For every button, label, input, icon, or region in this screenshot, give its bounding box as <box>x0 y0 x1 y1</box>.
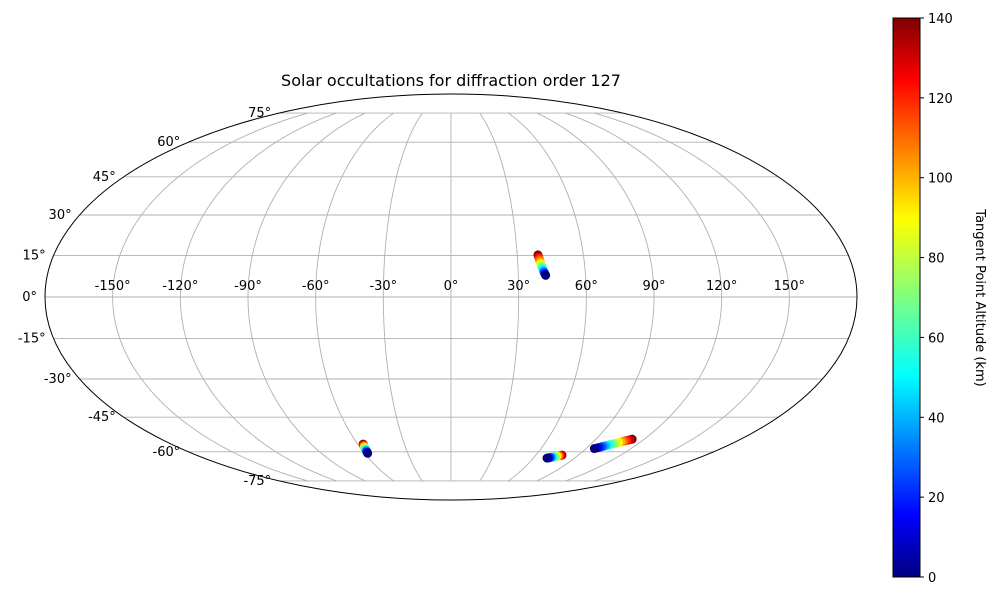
latitude-tick-label: -75° <box>243 474 271 489</box>
longitude-gridline <box>179 112 337 482</box>
latitude-tick-label: 30° <box>49 208 72 223</box>
latitude-tick-labels: 75° 60° 45° 30° 15° 0° -15° -30° -45° -60° -75° <box>18 106 271 489</box>
colorbar-tick-label: 100 <box>928 172 953 187</box>
colorbar-tick-label: 120 <box>928 92 953 107</box>
latitude-tick-label: 15° <box>23 248 46 263</box>
longitude-tick-label: 150° <box>774 279 805 294</box>
occultation-point <box>542 453 552 463</box>
longitude-gridline <box>247 112 366 482</box>
longitude-tick-label: -120° <box>162 279 198 294</box>
occultation-point <box>541 270 551 280</box>
longitude-tick-label: 120° <box>706 279 737 294</box>
longitude-gridline <box>315 112 394 482</box>
longitude-tick-label: 30° <box>507 279 530 294</box>
colorbar-tick-label: 0 <box>928 571 936 586</box>
colorbar-ticks: 0 20 40 60 80 100 120 140 <box>920 12 953 586</box>
colorbar-tick-label: 60 <box>928 331 945 346</box>
longitude-gridline <box>594 112 790 482</box>
longitude-gridline <box>112 112 308 482</box>
longitude-gridline <box>382 112 423 482</box>
colorbar-tick-label: 80 <box>928 252 945 267</box>
longitude-gridline <box>536 112 655 482</box>
longitude-gridline <box>479 112 520 482</box>
longitude-gridline <box>508 112 587 482</box>
colorbar-tick-label: 140 <box>928 12 953 27</box>
longitude-gridline <box>565 112 723 482</box>
longitude-tick-label: 60° <box>575 279 598 294</box>
longitude-tick-label: 90° <box>642 279 665 294</box>
colorbar <box>892 17 921 578</box>
latitude-tick-label: 45° <box>93 170 116 185</box>
colorbar-tick-label: 40 <box>928 411 945 426</box>
latitude-tick-label: -60° <box>153 445 181 460</box>
longitude-tick-labels: -150° -120° -90° -60° -30° 0° 30° 60° 90° 120° 150… <box>95 279 805 294</box>
map-boundary <box>44 93 858 501</box>
occultation-point <box>363 448 373 458</box>
longitude-tick-label: -30° <box>369 279 397 294</box>
longitude-tick-label: 0° <box>444 279 459 294</box>
latitude-tick-label: 0° <box>22 290 37 305</box>
occultation-point <box>589 444 599 454</box>
chart-title: Solar occultations for diffraction order… <box>281 71 621 90</box>
latitude-tick-label: -30° <box>44 372 72 387</box>
colorbar-label: Tangent Point Altitude (km) <box>972 208 987 386</box>
latitude-tick-label: -45° <box>88 410 116 425</box>
longitude-tick-label: -150° <box>95 279 131 294</box>
colorbar-tick-label: 20 <box>928 491 945 506</box>
graticule <box>45 112 857 482</box>
longitude-tick-label: -60° <box>302 279 330 294</box>
latitude-tick-label: 60° <box>157 135 180 150</box>
latitude-tick-label: -15° <box>18 332 46 347</box>
longitude-tick-label: -90° <box>234 279 262 294</box>
latitude-tick-label: 75° <box>248 106 271 121</box>
data-points <box>358 250 637 463</box>
